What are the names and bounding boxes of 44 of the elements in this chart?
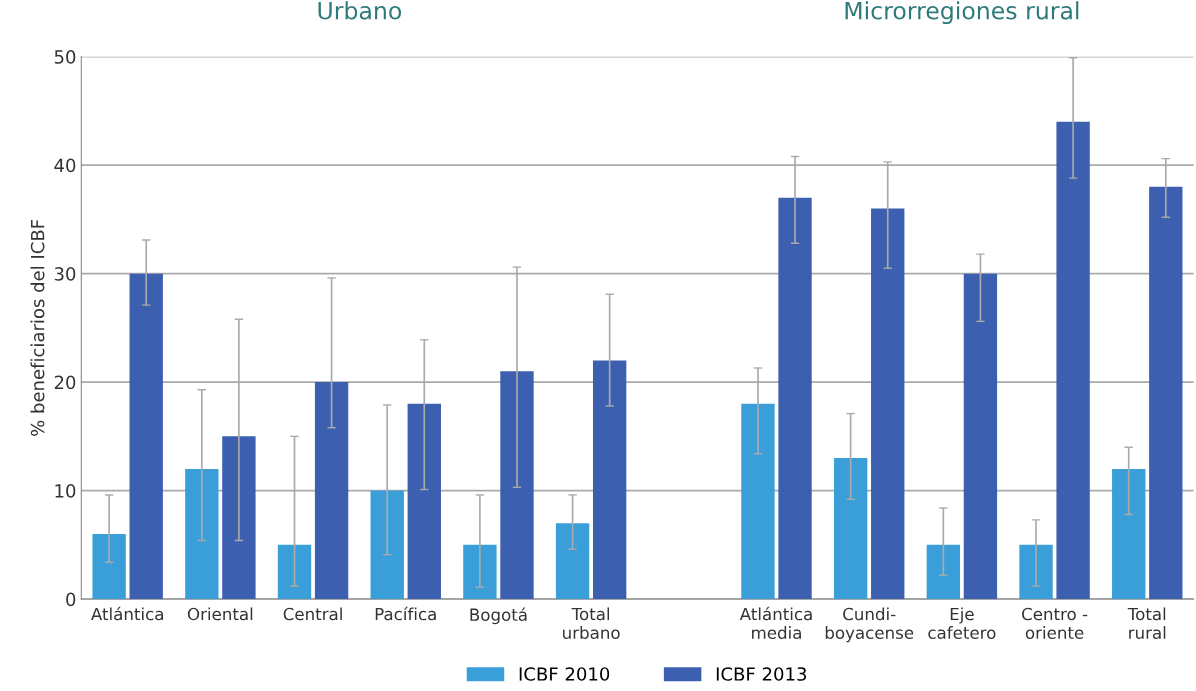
x-tick-label: Eje cafetero bbox=[928, 607, 996, 639]
x-tick-label: Pacífica bbox=[375, 606, 436, 621]
bar bbox=[1056, 121, 1090, 600]
x-tick-label: Total urbano bbox=[563, 607, 620, 639]
bar bbox=[741, 403, 775, 600]
bar bbox=[778, 197, 812, 600]
text: Urbano bbox=[318, 1, 402, 20]
legend-label: ICBF 2010 bbox=[519, 667, 610, 681]
bar bbox=[463, 544, 497, 600]
bar bbox=[92, 534, 126, 600]
x-tick-label: Central bbox=[283, 607, 342, 621]
y-tick-label: 10 bbox=[55, 484, 76, 498]
bar bbox=[926, 544, 961, 600]
x-tick-label: Atlántica media bbox=[739, 606, 812, 639]
y-tick-label: 0 bbox=[66, 592, 76, 607]
x-tick-label: Centro - oriente bbox=[1022, 607, 1088, 639]
y-axis-title: % beneficiarios del ICBF bbox=[30, 219, 45, 436]
bar bbox=[1112, 468, 1146, 600]
x-tick-label: Bogotá bbox=[470, 607, 527, 625]
bar bbox=[370, 490, 404, 600]
x-tick-label: Cundi- boyacense bbox=[825, 607, 914, 643]
y-tick-label: 30 bbox=[54, 267, 76, 281]
bar bbox=[407, 403, 441, 600]
bar bbox=[500, 371, 534, 600]
x-tick-label: Total rural bbox=[1127, 607, 1166, 639]
bar bbox=[871, 208, 905, 600]
bar bbox=[185, 468, 219, 600]
legend-label: ICBF 2013 bbox=[716, 667, 807, 681]
y-tick-label: 50 bbox=[54, 50, 76, 64]
x-tick-label: Atlántica bbox=[91, 606, 163, 621]
text: Microrregiones rural bbox=[845, 1, 1079, 25]
bar bbox=[963, 273, 998, 600]
bar bbox=[314, 382, 349, 600]
x-tick-label: Oriental bbox=[187, 607, 253, 621]
y-tick-label: 20 bbox=[54, 375, 76, 390]
bar bbox=[555, 523, 590, 600]
bar bbox=[277, 544, 312, 600]
y-tick-label: 40 bbox=[54, 158, 76, 173]
bar bbox=[222, 436, 256, 600]
bar bbox=[1019, 544, 1053, 600]
bar bbox=[592, 360, 627, 600]
bar bbox=[833, 458, 868, 600]
bar bbox=[129, 273, 163, 600]
bar bbox=[1149, 186, 1183, 600]
